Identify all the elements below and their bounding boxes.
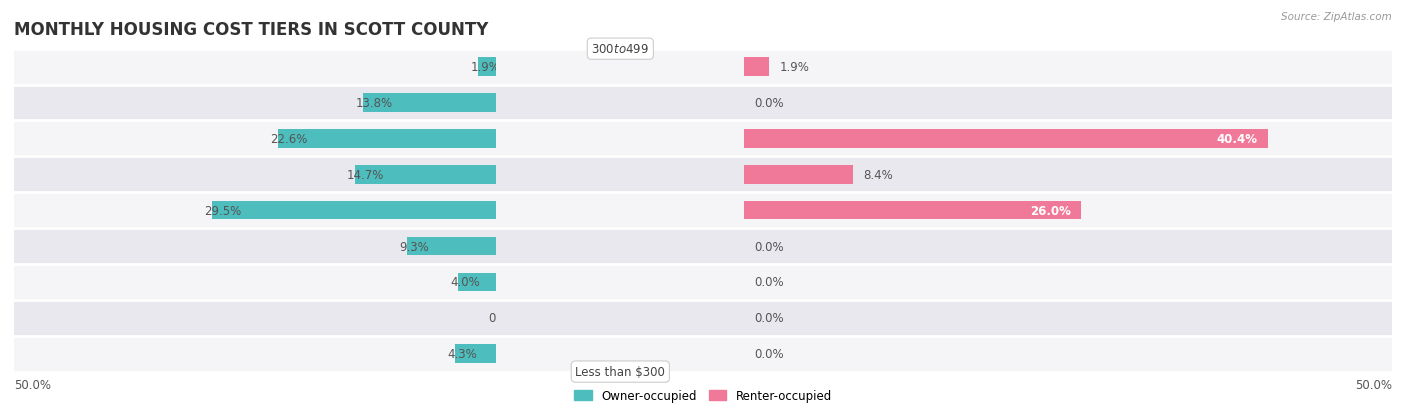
Text: MONTHLY HOUSING COST TIERS IN SCOTT COUNTY: MONTHLY HOUSING COST TIERS IN SCOTT COUN… [14, 21, 488, 38]
Bar [744, 201, 1081, 220]
Text: 50.0%: 50.0% [14, 377, 51, 391]
Text: 0.0%: 0.0% [755, 311, 785, 325]
Bar [0, 121, 738, 157]
Text: 50.0%: 50.0% [1355, 377, 1392, 391]
Bar [420, 121, 1406, 157]
Text: Less than $300: Less than $300 [575, 365, 665, 378]
Bar [373, 300, 869, 336]
Bar [373, 85, 869, 121]
Bar [406, 237, 496, 256]
Bar [0, 336, 738, 372]
Bar [0, 193, 738, 228]
Text: 13.8%: 13.8% [356, 97, 392, 110]
Text: 9.3%: 9.3% [399, 240, 429, 253]
Bar [0, 50, 738, 85]
Bar [420, 193, 1406, 228]
Bar [278, 130, 496, 148]
Bar [0, 300, 738, 336]
Bar [373, 264, 869, 300]
Bar [0, 264, 738, 300]
Bar [363, 94, 496, 113]
Bar [420, 50, 1406, 85]
Bar [0, 157, 738, 193]
Bar [373, 193, 869, 228]
Bar [458, 273, 496, 292]
Text: 29.5%: 29.5% [204, 204, 242, 217]
Bar [478, 58, 496, 77]
Text: Source: ZipAtlas.com: Source: ZipAtlas.com [1281, 12, 1392, 22]
Bar [373, 336, 869, 372]
Text: 0.0%: 0.0% [489, 311, 519, 325]
Bar [373, 121, 869, 157]
Text: 22.6%: 22.6% [270, 133, 308, 145]
Text: 1.9%: 1.9% [779, 61, 810, 74]
Text: 0.0%: 0.0% [755, 97, 785, 110]
Text: 0.0%: 0.0% [755, 240, 785, 253]
Bar [373, 50, 869, 85]
Bar [420, 85, 1406, 121]
Bar [420, 228, 1406, 264]
Bar [373, 157, 869, 193]
Bar [0, 85, 738, 121]
Text: 26.0%: 26.0% [1029, 204, 1071, 217]
Text: $300 to $499: $300 to $499 [592, 43, 650, 56]
Bar [456, 344, 496, 363]
Text: 4.0%: 4.0% [450, 276, 479, 289]
Bar [373, 228, 869, 264]
Bar [420, 336, 1406, 372]
Text: 8.4%: 8.4% [863, 169, 893, 181]
Bar [744, 58, 769, 77]
Bar [420, 300, 1406, 336]
Text: 14.7%: 14.7% [347, 169, 384, 181]
Bar [420, 264, 1406, 300]
Bar [420, 157, 1406, 193]
Bar [744, 130, 1268, 148]
Bar [0, 228, 738, 264]
Text: 1.9%: 1.9% [470, 61, 501, 74]
Bar [212, 201, 496, 220]
Bar [354, 166, 496, 184]
Text: 4.3%: 4.3% [447, 347, 477, 360]
Text: 0.0%: 0.0% [755, 276, 785, 289]
Text: 0.0%: 0.0% [755, 347, 785, 360]
Text: 40.4%: 40.4% [1216, 133, 1257, 145]
Legend: Owner-occupied, Renter-occupied: Owner-occupied, Renter-occupied [569, 385, 837, 407]
Bar [744, 166, 853, 184]
